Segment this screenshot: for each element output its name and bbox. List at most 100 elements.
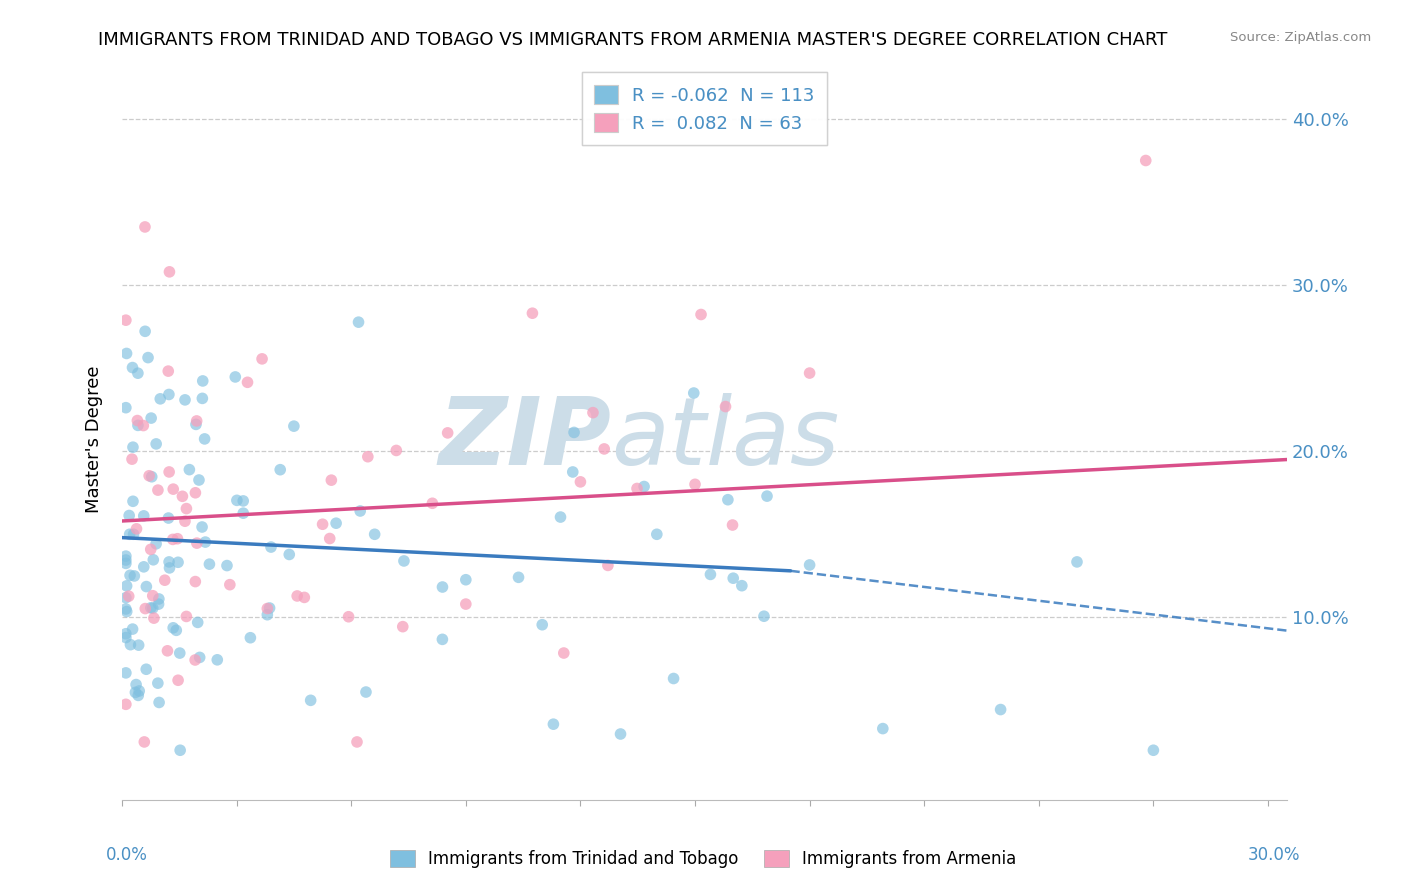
Point bbox=[127, 413, 149, 427]
Point bbox=[167, 673, 190, 688]
Point bbox=[285, 589, 308, 603]
Point bbox=[184, 417, 207, 432]
Point bbox=[349, 504, 371, 518]
Point bbox=[118, 527, 141, 541]
Y-axis label: Master's Degree: Master's Degree bbox=[86, 365, 103, 513]
Point bbox=[186, 414, 208, 428]
Point bbox=[299, 693, 322, 707]
Point bbox=[662, 672, 685, 686]
Point bbox=[522, 306, 544, 320]
Point bbox=[454, 597, 477, 611]
Point bbox=[385, 443, 408, 458]
Text: Source: ZipAtlas.com: Source: ZipAtlas.com bbox=[1230, 31, 1371, 45]
Point bbox=[256, 607, 278, 622]
Point bbox=[682, 386, 704, 401]
Point bbox=[319, 532, 342, 546]
Point bbox=[179, 462, 201, 476]
Point bbox=[157, 387, 180, 401]
Point bbox=[321, 473, 343, 487]
Point bbox=[132, 559, 155, 574]
Point bbox=[120, 638, 142, 652]
Point bbox=[174, 514, 197, 528]
Point bbox=[115, 665, 138, 680]
Point bbox=[232, 506, 254, 520]
Point bbox=[115, 579, 138, 593]
Point bbox=[145, 437, 167, 451]
Point bbox=[454, 573, 477, 587]
Point bbox=[166, 532, 188, 546]
Legend: Immigrants from Trinidad and Tobago, Immigrants from Armenia: Immigrants from Trinidad and Tobago, Imm… bbox=[385, 845, 1021, 873]
Point bbox=[115, 626, 138, 640]
Point bbox=[148, 597, 170, 611]
Point bbox=[569, 475, 592, 489]
Point bbox=[596, 558, 619, 573]
Point bbox=[127, 366, 149, 380]
Point bbox=[553, 646, 575, 660]
Point bbox=[125, 677, 148, 691]
Point bbox=[169, 743, 191, 757]
Point bbox=[325, 516, 347, 531]
Point bbox=[550, 510, 572, 524]
Point bbox=[169, 646, 191, 660]
Text: ZIP: ZIP bbox=[439, 392, 612, 484]
Point bbox=[124, 685, 146, 699]
Point bbox=[128, 638, 150, 652]
Point bbox=[134, 324, 156, 338]
Point bbox=[186, 536, 208, 550]
Point bbox=[134, 735, 156, 749]
Point bbox=[162, 482, 184, 496]
Point bbox=[799, 558, 821, 572]
Point bbox=[699, 567, 721, 582]
Point bbox=[136, 351, 159, 365]
Text: atlas: atlas bbox=[612, 393, 839, 484]
Point bbox=[191, 392, 214, 406]
Point bbox=[232, 494, 254, 508]
Point bbox=[188, 650, 211, 665]
Point bbox=[187, 615, 209, 630]
Point bbox=[127, 689, 149, 703]
Point bbox=[115, 591, 138, 605]
Point bbox=[124, 569, 146, 583]
Point bbox=[139, 542, 162, 557]
Point bbox=[148, 591, 170, 606]
Point bbox=[122, 440, 145, 454]
Point bbox=[122, 527, 145, 541]
Point bbox=[645, 527, 668, 541]
Point bbox=[392, 554, 415, 568]
Point bbox=[354, 685, 377, 699]
Point bbox=[132, 418, 155, 433]
Point bbox=[218, 577, 240, 591]
Point bbox=[184, 574, 207, 589]
Point bbox=[141, 411, 163, 425]
Point bbox=[115, 346, 138, 360]
Point bbox=[256, 601, 278, 615]
Point bbox=[115, 698, 138, 712]
Point bbox=[115, 401, 138, 415]
Point bbox=[215, 558, 238, 573]
Point bbox=[172, 489, 194, 503]
Point bbox=[714, 400, 737, 414]
Point bbox=[165, 624, 187, 638]
Point bbox=[626, 482, 648, 496]
Point bbox=[609, 727, 631, 741]
Text: IMMIGRANTS FROM TRINIDAD AND TOBAGO VS IMMIGRANTS FROM ARMENIA MASTER'S DEGREE C: IMMIGRANTS FROM TRINIDAD AND TOBAGO VS I… bbox=[98, 31, 1168, 49]
Point bbox=[121, 622, 143, 636]
Point bbox=[121, 360, 143, 375]
Point bbox=[1142, 743, 1164, 757]
Point bbox=[260, 540, 283, 554]
Point bbox=[239, 631, 262, 645]
Point bbox=[531, 617, 554, 632]
Point bbox=[159, 265, 181, 279]
Point bbox=[561, 465, 583, 479]
Point bbox=[422, 496, 444, 510]
Point bbox=[207, 653, 229, 667]
Point bbox=[146, 676, 169, 690]
Point bbox=[115, 553, 138, 567]
Point bbox=[311, 517, 333, 532]
Point bbox=[250, 351, 273, 366]
Point bbox=[752, 609, 775, 624]
Point bbox=[128, 684, 150, 698]
Point bbox=[225, 493, 247, 508]
Point bbox=[391, 620, 413, 634]
Point bbox=[562, 425, 585, 440]
